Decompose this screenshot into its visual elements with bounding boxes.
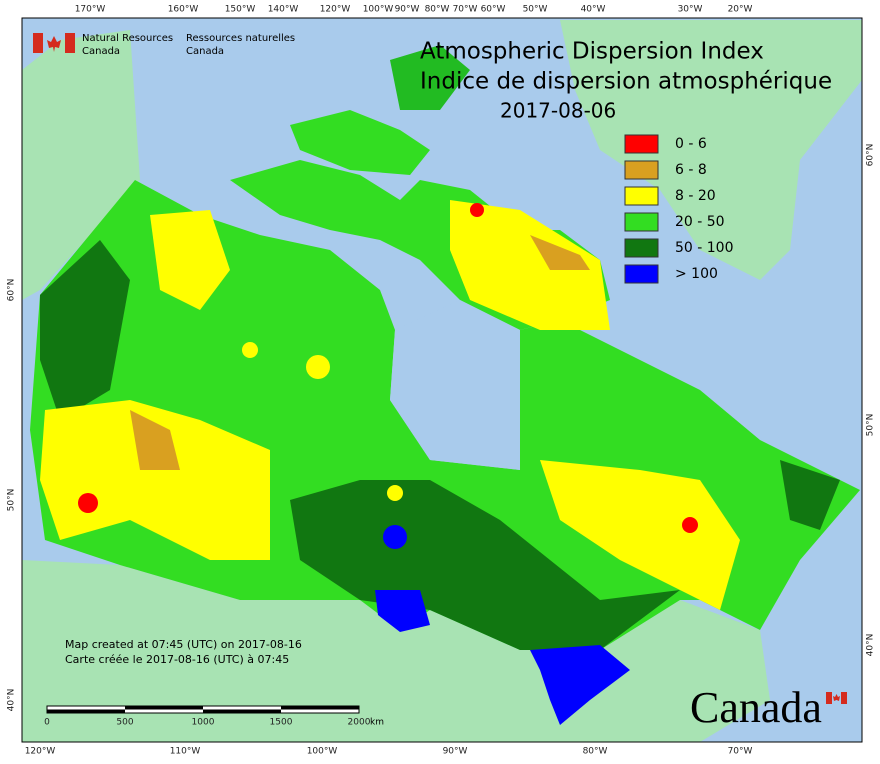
longitude-label: 70°W <box>453 5 478 15</box>
latitude-label: 60°N <box>866 144 876 167</box>
longitude-label: 90°W <box>443 747 468 757</box>
title: Atmospheric Dispersion Index <box>420 39 764 65</box>
longitude-label: 100°W <box>307 747 338 757</box>
wordmark-text: Canada <box>690 683 822 732</box>
longitude-label: 80°W <box>425 5 450 15</box>
legend-swatch <box>624 238 659 258</box>
frame <box>21 17 863 743</box>
legend-label: 6 - 8 <box>675 162 707 178</box>
legend-label: 20 - 50 <box>675 214 725 230</box>
legend-swatch <box>624 264 659 284</box>
legend-swatch <box>624 186 659 206</box>
created-fr: Carte créée le 2017-08-16 (UTC) à 07:45 <box>65 653 289 666</box>
longitude-label: 120°W <box>320 5 351 15</box>
longitude-label: 120°W <box>25 747 56 757</box>
latitude-label: 40°N <box>866 634 876 657</box>
latitude-label: 40°N <box>7 689 17 712</box>
legend-label: > 100 <box>675 266 718 282</box>
canada <box>30 45 860 725</box>
latitude-label: 60°N <box>7 279 17 302</box>
legend-swatch <box>624 134 659 154</box>
longitude-label: 160°W <box>168 5 199 15</box>
longitude-label: 50°W <box>523 5 548 15</box>
scale-label: 500 <box>116 718 133 728</box>
longitude-label: 70°W <box>728 747 753 757</box>
longitude-label: 30°W <box>678 5 703 15</box>
legend-label: 8 - 20 <box>675 188 716 204</box>
subtitle: Indice de dispersion atmosphérique <box>420 69 832 95</box>
scale-bar <box>46 705 360 714</box>
legend-label: 0 - 6 <box>675 136 707 152</box>
latitude-label: 50°N <box>7 489 17 512</box>
legend-swatch <box>624 212 659 232</box>
longitude-label: 100°W <box>363 5 394 15</box>
longitude-label: 170°W <box>75 5 106 15</box>
longitude-label: 140°W <box>268 5 299 15</box>
longitude-label: 110°W <box>170 747 201 757</box>
longitude-label: 150°W <box>225 5 256 15</box>
agency-en: Canada <box>82 46 120 57</box>
longitude-label: 60°W <box>481 5 506 15</box>
latitude-label: 50°N <box>866 414 876 437</box>
legend-label: 50 - 100 <box>675 240 734 256</box>
longitude-label: 90°W <box>395 5 420 15</box>
date: 2017-08-06 <box>500 99 616 123</box>
scale-unit: km <box>370 718 384 728</box>
created-en: Map created at 07:45 (UTC) on 2017-08-16 <box>65 638 302 651</box>
longitude-label: 20°W <box>728 5 753 15</box>
legend-swatch <box>624 160 659 180</box>
scale-label: 2000 <box>348 718 371 728</box>
scale-label: 1000 <box>192 718 215 728</box>
wordmark <box>826 692 847 704</box>
agency-fr: Canada <box>186 46 224 57</box>
scale-label: 0 <box>44 718 50 728</box>
agency-fr: Ressources naturelles <box>186 33 295 44</box>
longitude-label: 80°W <box>583 747 608 757</box>
scale-label: 1500 <box>270 718 293 728</box>
agency-logo <box>33 33 75 53</box>
agency-en: Natural Resources <box>82 33 173 44</box>
longitude-label: 40°W <box>581 5 606 15</box>
